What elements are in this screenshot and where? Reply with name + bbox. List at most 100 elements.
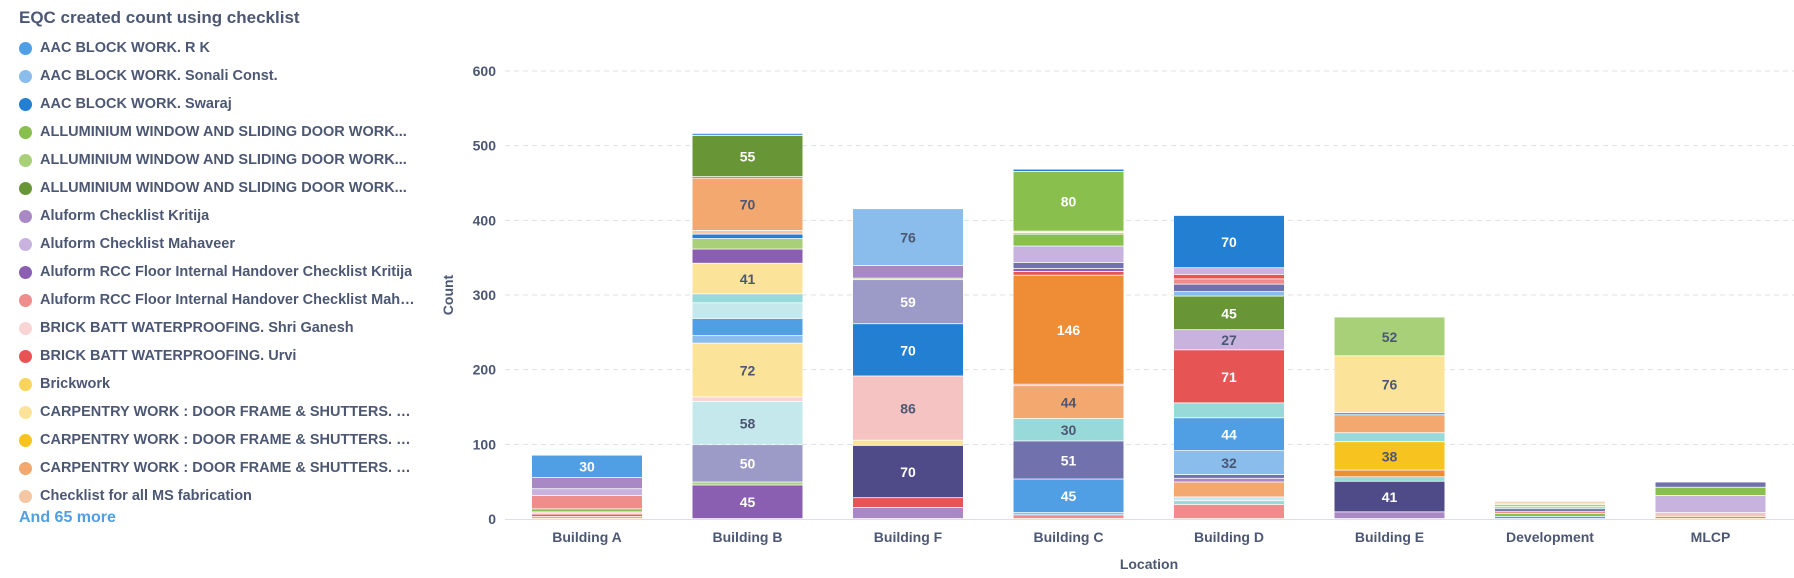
bar-segment[interactable] [853, 440, 963, 446]
bar-segment[interactable] [1174, 350, 1284, 403]
bar-segment[interactable] [1013, 262, 1124, 269]
bar-segment[interactable] [853, 324, 963, 376]
bar-segment[interactable] [1013, 271, 1124, 275]
bar-segment[interactable] [692, 397, 803, 401]
bar-segment[interactable] [853, 507, 963, 519]
bar-segment[interactable] [1495, 511, 1605, 513]
bar-segment[interactable] [1655, 516, 1766, 519]
legend-item[interactable]: ALLUMINIUM WINDOW AND SLIDING DOOR WORK.… [19, 146, 419, 174]
bar-segment[interactable] [1174, 418, 1284, 451]
legend-item[interactable]: BRICK BATT WATERPROOFING. Shri Ganesh [19, 314, 419, 342]
bar-segment[interactable] [1174, 497, 1284, 501]
bar-segment[interactable] [1013, 234, 1124, 246]
bar-segment[interactable] [692, 263, 803, 294]
bar-segment[interactable] [1495, 503, 1605, 505]
bar-segment[interactable] [853, 265, 963, 278]
legend-item[interactable]: AAC BLOCK WORK. Swaraj [19, 90, 419, 118]
bar-segment[interactable] [1013, 515, 1124, 519]
bar-segment[interactable] [1334, 433, 1445, 442]
bar-stack[interactable] [1495, 501, 1605, 519]
bar-segment[interactable] [692, 482, 803, 485]
bar-segment[interactable] [1174, 284, 1284, 292]
bar-segment[interactable] [532, 455, 642, 478]
bar-segment[interactable] [692, 485, 803, 519]
bar-segment[interactable] [853, 278, 963, 280]
bar-segment[interactable] [1013, 171, 1124, 231]
bar-segment[interactable] [1334, 412, 1445, 415]
bar-segment[interactable] [853, 209, 963, 266]
bar-segment[interactable] [1174, 451, 1284, 475]
bar-segment[interactable] [1334, 356, 1445, 413]
legend-item[interactable]: Aluform RCC Floor Internal Handover Chec… [19, 286, 419, 314]
bar-segment[interactable] [692, 318, 803, 336]
legend-item[interactable]: ALLUMINIUM WINDOW AND SLIDING DOOR WORK.… [19, 174, 419, 202]
bar-segment[interactable] [1174, 279, 1284, 284]
bar-segment[interactable] [1334, 512, 1445, 519]
bar-segment[interactable] [1655, 487, 1766, 496]
bar-segment[interactable] [1174, 501, 1284, 505]
legend-item[interactable]: CARPENTRY WORK : DOOR FRAME & SHUTTERS. … [19, 454, 419, 482]
bar-segment[interactable] [1495, 507, 1605, 509]
bar-segment[interactable] [1495, 501, 1605, 503]
bar-segment[interactable] [1013, 441, 1124, 479]
bar-segment[interactable] [532, 514, 642, 516]
bar-stack[interactable]: 32 44 71 27 45 70 [1174, 215, 1284, 519]
bar-segment[interactable] [1495, 513, 1605, 516]
bar-segment[interactable] [1334, 470, 1445, 477]
bar-segment[interactable] [692, 239, 803, 249]
bar-segment[interactable] [532, 477, 642, 489]
bar-segment[interactable] [1013, 233, 1124, 234]
legend-item[interactable]: CARPENTRY WORK : DOOR FRAME & SHUTTERS. … [19, 398, 419, 426]
bar-segment[interactable] [1174, 296, 1284, 330]
bar-stack[interactable]: 41 38 76 52 [1334, 317, 1445, 519]
bar-segment[interactable] [692, 401, 803, 445]
bar-stack[interactable]: 30 [532, 455, 642, 519]
bar-segment[interactable] [1655, 482, 1766, 487]
bar-segment[interactable] [532, 509, 642, 512]
bar-segment[interactable] [1174, 403, 1284, 418]
bar-segment[interactable] [853, 445, 963, 498]
bar-segment[interactable] [1013, 418, 1124, 441]
bar-segment[interactable] [1495, 504, 1605, 507]
bar-segment[interactable] [1334, 481, 1445, 512]
legend-item[interactable]: Brickwork [19, 370, 419, 398]
bar-segment[interactable] [692, 178, 803, 230]
bar-segment[interactable] [1013, 231, 1124, 233]
bar-segment[interactable] [1013, 268, 1124, 272]
bar-segment[interactable] [1013, 246, 1124, 263]
bar-segment[interactable] [1655, 513, 1766, 516]
legend-item[interactable]: AAC BLOCK WORK. Sonali Const. [19, 62, 419, 90]
bar-segment[interactable] [1174, 292, 1284, 296]
bar-segment[interactable] [692, 133, 803, 136]
bar-stack[interactable]: 70 86 70 59 76 [853, 209, 963, 519]
bar-segment[interactable] [1013, 513, 1124, 515]
bar-segment[interactable] [1013, 169, 1124, 171]
bar-stack[interactable]: 45 51 30 44 146 80 [1013, 169, 1124, 519]
legend-item[interactable]: Aluform Checklist Mahaveer [19, 230, 419, 258]
bar-segment[interactable] [692, 135, 803, 177]
bar-stack[interactable]: 45 50 58 72 41 70 55 [692, 133, 803, 519]
legend-item[interactable]: BRICK BATT WATERPROOFING. Urvi [19, 342, 419, 370]
bar-segment[interactable] [1174, 478, 1284, 482]
legend-item[interactable]: Aluform Checklist Kritija [19, 202, 419, 230]
bar-segment[interactable] [1174, 268, 1284, 275]
bar-segment[interactable] [532, 512, 642, 514]
bar-segment[interactable] [1334, 415, 1445, 433]
bar-segment[interactable] [692, 249, 803, 263]
legend-item[interactable]: Aluform RCC Floor Internal Handover Chec… [19, 258, 419, 286]
bar-segment[interactable] [532, 489, 642, 496]
bar-stack[interactable] [1655, 482, 1766, 519]
bar-segment[interactable] [1495, 509, 1605, 511]
legend-item[interactable]: AAC BLOCK WORK. R K [19, 34, 419, 62]
bar-segment[interactable] [692, 343, 803, 397]
bar-segment[interactable] [1013, 275, 1124, 384]
bar-segment[interactable] [1013, 479, 1124, 513]
bar-segment[interactable] [1655, 495, 1766, 513]
bar-segment[interactable] [692, 445, 803, 482]
bar-segment[interactable] [1174, 482, 1284, 497]
bar-segment[interactable] [692, 234, 803, 239]
bar-segment[interactable] [853, 376, 963, 440]
legend-item[interactable]: ALLUMINIUM WINDOW AND SLIDING DOOR WORK.… [19, 118, 419, 146]
bar-segment[interactable] [1174, 504, 1284, 519]
bar-segment[interactable] [853, 280, 963, 324]
